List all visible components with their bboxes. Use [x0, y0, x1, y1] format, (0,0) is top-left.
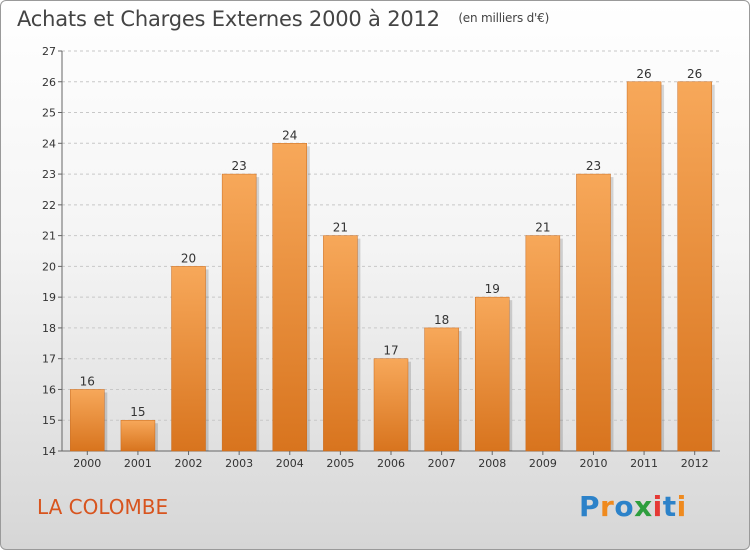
bar — [677, 81, 712, 452]
y-tick-label: 26 — [42, 76, 56, 89]
y-tick-label: 27 — [42, 45, 56, 58]
proxiti-logo: Proxiti — [579, 490, 687, 523]
value-label: 16 — [80, 374, 95, 388]
bar — [576, 173, 611, 452]
x-tick-label: 2005 — [326, 457, 354, 470]
x-tick-label: 2010 — [579, 457, 607, 470]
value-label: 18 — [434, 313, 449, 327]
x-tick-label: 2009 — [529, 457, 557, 470]
bar — [474, 296, 510, 452]
bar — [323, 235, 358, 452]
value-label: 26 — [687, 67, 702, 81]
logo-letter: x — [634, 490, 653, 523]
y-tick-label: 22 — [42, 199, 56, 212]
value-label: 21 — [333, 221, 348, 235]
x-tick-label: 2006 — [377, 457, 405, 470]
logo-letter: i — [676, 490, 687, 523]
bar — [626, 81, 662, 452]
y-tick-label: 24 — [42, 137, 56, 150]
x-tick-label: 2011 — [630, 457, 658, 470]
bar — [221, 173, 257, 452]
x-tick-label: 2003 — [225, 457, 253, 470]
chart-unit: (en milliers d'€) — [458, 11, 550, 25]
value-label: 24 — [282, 128, 297, 142]
y-tick-label: 17 — [42, 353, 56, 366]
value-label: 19 — [485, 282, 500, 296]
bar — [120, 419, 156, 452]
x-tick-label: 2004 — [276, 457, 304, 470]
value-label: 21 — [535, 221, 550, 235]
bar — [272, 143, 308, 452]
value-label: 26 — [636, 67, 651, 81]
y-tick-label: 21 — [42, 230, 56, 243]
y-tick-label: 15 — [42, 414, 56, 427]
x-tick-label: 2007 — [428, 457, 456, 470]
y-tick-label: 19 — [42, 291, 56, 304]
y-tick-label: 20 — [42, 260, 56, 273]
value-label: 15 — [130, 405, 145, 419]
value-label: 20 — [181, 251, 196, 265]
logo-letter: P — [579, 490, 601, 523]
x-tick-label: 2008 — [478, 457, 506, 470]
chart-title: Achats et Charges Externes 2000 à 2012 (… — [17, 7, 549, 31]
logo-letter: t — [662, 490, 677, 523]
logo-letter: o — [614, 490, 635, 523]
value-label: 17 — [383, 344, 398, 358]
value-label: 23 — [232, 159, 247, 173]
bar — [373, 358, 409, 452]
x-tick-label: 2012 — [681, 457, 709, 470]
logo-letter: r — [600, 490, 615, 523]
x-tick-label: 2000 — [73, 457, 101, 470]
y-tick-label: 25 — [42, 107, 56, 120]
bar — [525, 235, 561, 452]
y-tick-label: 18 — [42, 322, 56, 335]
y-tick-label: 14 — [42, 445, 56, 458]
bar — [424, 327, 459, 452]
bar — [171, 266, 206, 452]
x-tick-label: 2001 — [124, 457, 152, 470]
chart-title-text: Achats et Charges Externes 2000 à 2012 — [17, 7, 440, 31]
x-tick-label: 2002 — [175, 457, 203, 470]
value-label: 23 — [586, 159, 601, 173]
y-tick-label: 16 — [42, 383, 56, 396]
logo-letter: i — [652, 490, 663, 523]
y-tick-label: 23 — [42, 168, 56, 181]
bar — [70, 389, 105, 452]
commune-name: LA COLOMBE — [37, 495, 169, 519]
